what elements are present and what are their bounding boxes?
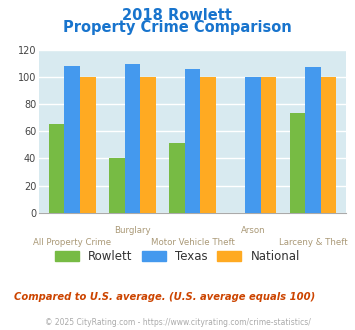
Legend: Rowlett, Texas, National: Rowlett, Texas, National [55,250,300,263]
Bar [49,124,64,213]
Text: Larceny & Theft: Larceny & Theft [279,238,347,247]
Bar [201,77,216,213]
Text: All Property Crime: All Property Crime [33,238,111,247]
Bar [290,114,305,213]
Text: © 2025 CityRating.com - https://www.cityrating.com/crime-statistics/: © 2025 CityRating.com - https://www.city… [45,318,310,327]
Bar [245,77,261,213]
Bar [125,64,140,213]
Text: Burglary: Burglary [114,226,151,235]
Bar [185,69,201,213]
Text: Property Crime Comparison: Property Crime Comparison [63,20,292,35]
Bar [64,66,80,213]
Text: Motor Vehicle Theft: Motor Vehicle Theft [151,238,235,247]
Text: Arson: Arson [240,226,265,235]
Bar [80,77,95,213]
Bar [305,67,321,213]
Bar [109,158,125,213]
Bar [261,77,276,213]
Bar [321,77,337,213]
Text: 2018 Rowlett: 2018 Rowlett [122,8,233,23]
Bar [169,144,185,213]
Bar [140,77,156,213]
Text: Compared to U.S. average. (U.S. average equals 100): Compared to U.S. average. (U.S. average … [14,292,316,302]
